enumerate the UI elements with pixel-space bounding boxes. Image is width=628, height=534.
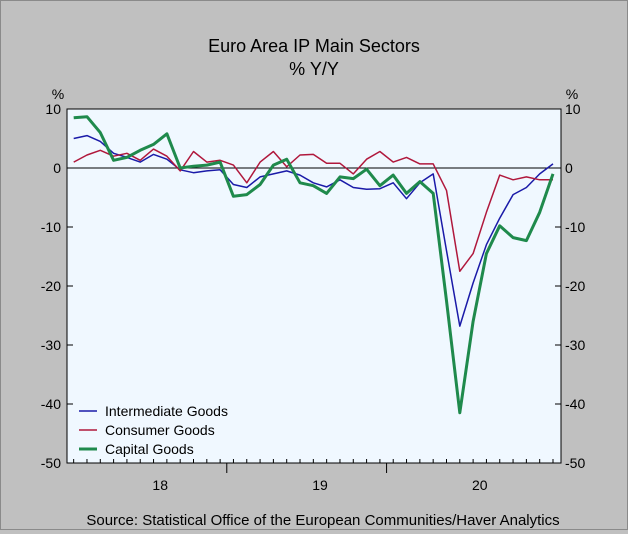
x-year-label: 18 [152,477,168,493]
series-line [73,148,553,273]
y-tick-label-left: -50 [41,455,61,471]
legend-label: Capital Goods [105,441,194,457]
y-tick-label-right: -20 [565,278,585,294]
legend: Intermediate Goods Consumer Goods Capital … [79,403,228,457]
y-tick-label-right: -10 [565,219,585,235]
right-axis-unit: % [566,86,578,102]
y-tick-label-left: -20 [41,278,61,294]
legend-label: Consumer Goods [105,422,215,438]
y-tick-label-right: -50 [565,455,585,471]
y-tick-label-right: -30 [565,337,585,353]
series-layer [73,115,555,415]
legend-label: Intermediate Goods [105,403,228,419]
y-tick-label-left: 10 [45,101,61,117]
series-line [73,134,554,327]
y-tick-label-right: 0 [565,160,573,176]
chart-subtitle: % Y/Y [289,59,339,79]
left-axis-unit: % [52,86,64,102]
chart-title: Euro Area IP Main Sectors [208,36,420,56]
y-tick-label-left: -10 [41,219,61,235]
tick-layer: 10 10 0 0 -10 -10 -20 -20 -30 -30 -40 -40 -50 -50 18 19… [41,101,586,493]
y-tick-label-left: 0 [53,160,61,176]
x-year-label: 19 [312,477,328,493]
source-note: Source: Statistical Office of the Europe… [86,512,559,529]
y-tick-label-left: -30 [41,337,61,353]
x-year-label: 20 [472,477,488,493]
y-tick-label-left: -40 [41,396,61,412]
y-tick-label-right: 10 [565,101,581,117]
y-tick-label-right: -40 [565,396,585,412]
series-line [73,115,555,415]
